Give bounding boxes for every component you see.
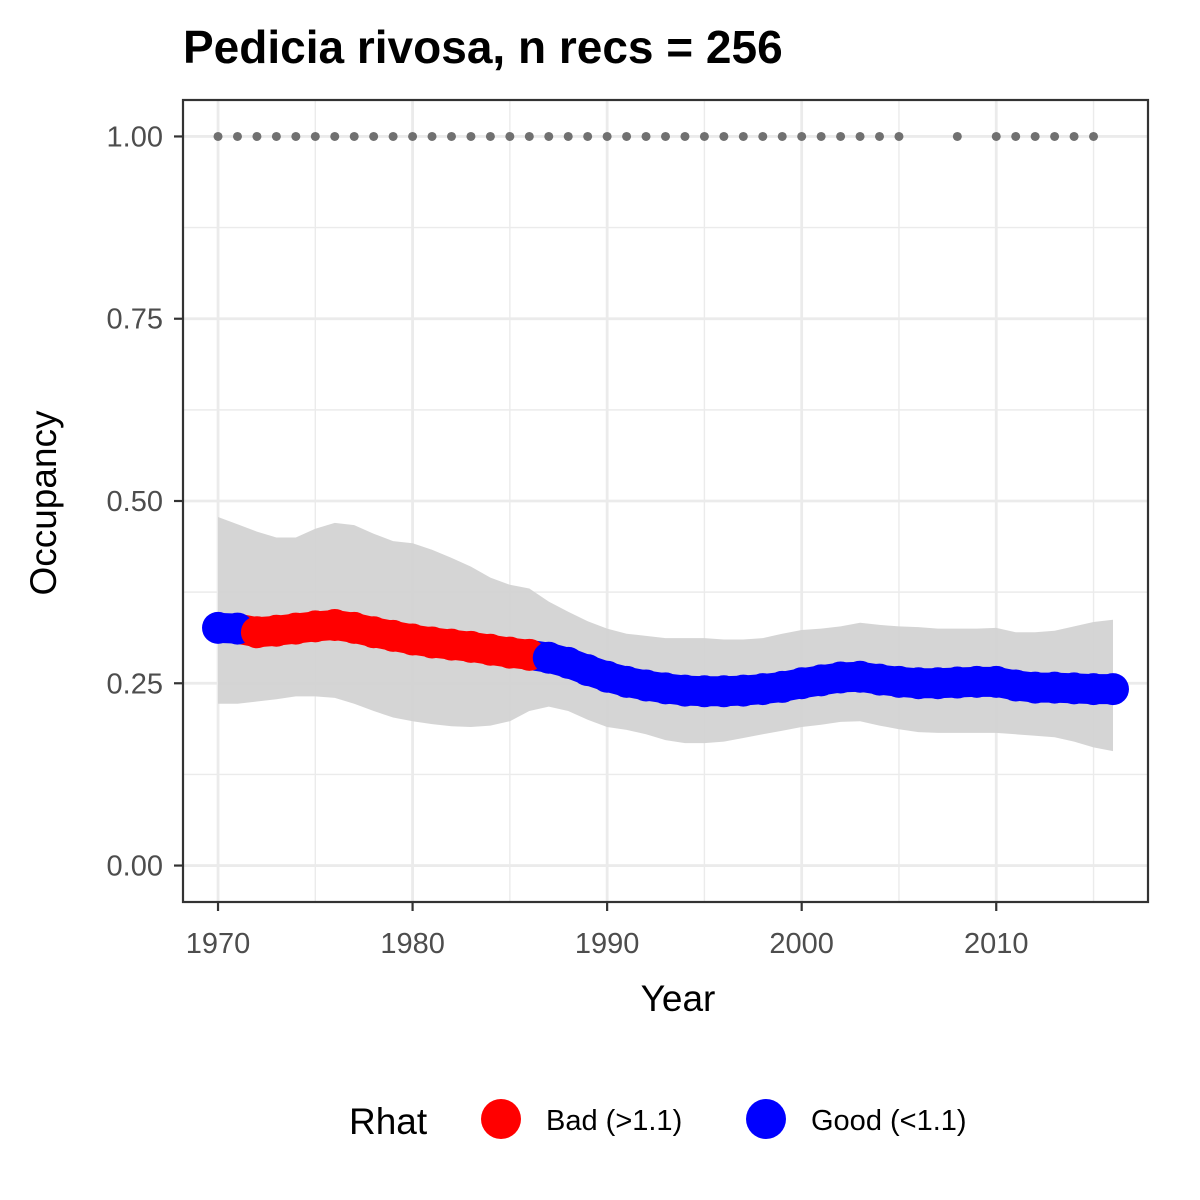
record-point	[271, 131, 281, 141]
record-point	[1069, 131, 1079, 141]
record-point	[446, 131, 456, 141]
occupancy-point	[1096, 673, 1129, 706]
record-point	[680, 131, 690, 141]
record-point	[524, 131, 534, 141]
record-point	[622, 131, 632, 141]
x-tick-label: 2000	[769, 928, 834, 960]
x-tick-label: 1970	[186, 928, 251, 960]
record-points	[213, 131, 1099, 141]
record-point	[485, 131, 495, 141]
record-point	[1030, 131, 1040, 141]
legend-label-good: Good (<1.1)	[811, 1105, 967, 1137]
chart-title: Pedicia rivosa, n recs = 256	[183, 21, 783, 73]
record-point	[699, 131, 709, 141]
record-point	[232, 131, 242, 141]
record-point	[563, 131, 573, 141]
record-point	[719, 131, 729, 141]
legend-key-good	[746, 1099, 786, 1139]
x-tick-label: 1980	[380, 928, 445, 960]
record-point	[738, 131, 748, 141]
record-point	[388, 131, 398, 141]
record-point	[408, 131, 418, 141]
record-point	[1050, 131, 1060, 141]
record-point	[583, 131, 593, 141]
record-point	[427, 131, 437, 141]
record-point	[1011, 131, 1021, 141]
y-axis: 0.00 0.25 0.50 0.75 1.00	[107, 121, 183, 883]
record-point	[836, 131, 846, 141]
record-point	[797, 131, 807, 141]
record-point	[291, 131, 301, 141]
record-point	[991, 131, 1001, 141]
y-tick-label: 0.75	[107, 304, 163, 336]
record-point	[855, 131, 865, 141]
legend-label-bad: Bad (>1.1)	[546, 1105, 682, 1137]
record-point	[952, 131, 962, 141]
record-point	[330, 131, 340, 141]
x-tick-label: 2010	[964, 928, 1029, 960]
y-tick-label: 1.00	[107, 121, 163, 153]
record-point	[310, 131, 320, 141]
record-point	[213, 131, 223, 141]
x-tick-label: 1990	[575, 928, 640, 960]
record-point	[894, 131, 904, 141]
record-point	[505, 131, 515, 141]
y-tick-label: 0.50	[107, 486, 163, 518]
legend-key-bad	[481, 1099, 521, 1139]
record-point	[758, 131, 768, 141]
legend-title: Rhat	[349, 1101, 428, 1142]
record-point	[875, 131, 885, 141]
x-axis-title: Year	[641, 978, 716, 1019]
y-tick-label: 0.25	[107, 668, 163, 700]
y-axis-title: Occupancy	[23, 410, 64, 596]
record-point	[816, 131, 826, 141]
legend: Rhat Bad (>1.1) Good (<1.1)	[349, 1099, 967, 1142]
record-point	[641, 131, 651, 141]
record-point	[602, 131, 612, 141]
record-point	[349, 131, 359, 141]
occupancy-points	[202, 608, 1129, 708]
record-point	[544, 131, 554, 141]
y-tick-label: 0.00	[107, 851, 163, 883]
record-point	[252, 131, 262, 141]
record-point	[369, 131, 379, 141]
x-axis: 1970 1980 1990 2000 2010	[186, 902, 1029, 960]
record-point	[466, 131, 476, 141]
record-point	[1089, 131, 1099, 141]
record-point	[777, 131, 787, 141]
record-point	[661, 131, 670, 141]
